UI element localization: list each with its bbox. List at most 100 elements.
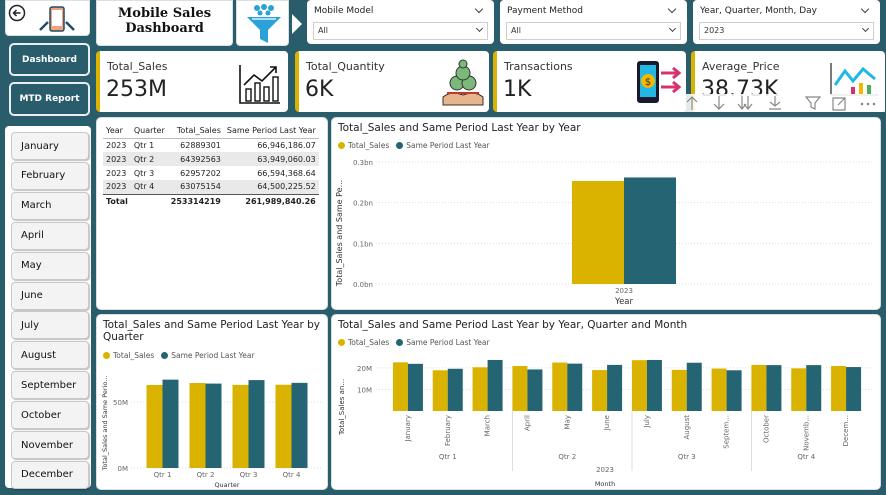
bar-same-period-last-year[interactable] (248, 380, 265, 468)
chevron-down-icon[interactable] (860, 4, 870, 14)
y-axis-label: Total_Sales and Same Pe... (335, 180, 344, 287)
bar-total-sales[interactable] (592, 370, 608, 411)
quarter-group-label: Qtr 4 (797, 453, 815, 461)
month-button-july[interactable]: July (11, 311, 89, 340)
chevron-down-icon[interactable] (474, 4, 484, 14)
more-options-icon[interactable] (860, 102, 876, 106)
bar-same-period-last-year[interactable] (646, 359, 662, 411)
table-total-cell: 261,989,840.26 (245, 196, 316, 206)
legend-dot-same-period (161, 352, 169, 359)
y-axis-label: Total_Sales an... (338, 379, 346, 436)
bar-total-sales[interactable] (552, 362, 568, 411)
back-arrow-icon[interactable] (8, 4, 26, 22)
x-axis-label: Quarter (214, 481, 239, 489)
date-hierarchy-dropdown[interactable]: 2023 (699, 22, 874, 40)
drill-down-icon[interactable] (713, 96, 725, 110)
bar-same-period-last-year[interactable] (527, 369, 543, 411)
quarter-bar-chart: 0M 50M Total_Sales and Same Perio... Qtr 1 Q… (101, 376, 323, 489)
month-button-march[interactable]: March (11, 191, 89, 220)
bar-same-period-last-year[interactable] (487, 359, 503, 411)
bar-total-sales[interactable] (631, 360, 647, 411)
x-axis-label: Year (614, 297, 634, 307)
x-tick-label: 2023 (615, 287, 633, 295)
phone-payment-icon: $ (637, 61, 682, 103)
bar-total-sales[interactable] (432, 370, 448, 411)
bar-total-sales[interactable] (472, 367, 488, 411)
bar-same-period-last-year[interactable] (567, 363, 583, 411)
bar-total-sales[interactable] (572, 180, 624, 284)
mtd-report-nav-button[interactable]: MTD Report (9, 82, 90, 116)
column-header[interactable]: Quarter (133, 126, 165, 136)
dashboard-nav-button[interactable]: Dashboard (9, 43, 90, 76)
legend-dot-same-period (396, 339, 404, 346)
table-cell: 66,594,368.64 (257, 168, 316, 178)
mobile-model-slicer[interactable]: Mobile Model All (307, 0, 494, 44)
bar-same-period-last-year[interactable] (766, 365, 782, 411)
expand-next-level-icon[interactable] (769, 96, 781, 110)
column-header[interactable]: Total_Sales (176, 126, 221, 136)
focus-mode-icon[interactable] (832, 97, 846, 111)
month-button-october[interactable]: October (11, 401, 89, 430)
table-total-cell (131, 194, 168, 208)
bar-same-period-last-year[interactable] (607, 364, 623, 411)
month-button-november[interactable]: November (11, 431, 89, 459)
bar-same-period-last-year[interactable] (806, 365, 822, 411)
bar-same-period-last-year[interactable] (726, 370, 742, 411)
quarter-table-card: Year Quarter Total_Sales Same Period Last Y… (96, 117, 328, 310)
column-header[interactable]: Year (106, 126, 123, 136)
bar-same-period-last-year[interactable] (846, 367, 862, 411)
arrow-right-icon (292, 14, 302, 34)
bar-total-sales[interactable] (146, 384, 163, 468)
month-button-january[interactable]: January (11, 132, 89, 160)
bar-total-sales[interactable] (671, 369, 687, 411)
month-button-september[interactable]: September (11, 371, 89, 400)
x-tick-label: October (762, 415, 770, 443)
bar-same-period-last-year[interactable] (291, 382, 308, 468)
bar-total-sales[interactable] (275, 384, 292, 468)
table-row[interactable]: 2023 Qtr 4 63075154 64,500,225.52 (103, 180, 319, 194)
y-tick-label: 50M (113, 399, 128, 407)
bar-total-sales[interactable] (392, 362, 408, 411)
column-header[interactable]: Same Period Last Year (226, 126, 316, 136)
table-row[interactable]: 2023 Qtr 2 64392563 63,949,060.03 (103, 152, 319, 166)
expand-all-down-icon[interactable] (737, 96, 753, 110)
table-total-cell: Total (106, 196, 128, 206)
filter-icon[interactable] (804, 96, 822, 110)
payment-method-dropdown[interactable]: All (506, 22, 681, 40)
bar-same-period-last-year[interactable] (447, 368, 463, 411)
table-row[interactable]: 2023 Qtr 1 62889301 66,946,186.07 (103, 138, 319, 152)
y-axis-label: Total_Sales and Same Perio... (101, 376, 109, 472)
payment-method-slicer[interactable]: Payment Method All (500, 0, 687, 44)
month-button-april[interactable]: April (11, 221, 89, 250)
chart-legend: Total_Sales Same Period Last Year (103, 351, 255, 360)
chevron-down-icon[interactable] (667, 4, 677, 14)
bar-same-period-last-year[interactable] (407, 363, 423, 411)
drill-up-icon[interactable] (686, 96, 698, 110)
date-hierarchy-slicer[interactable]: Year, Quarter, Month, Day 2023 (693, 0, 880, 44)
bar-total-sales[interactable] (232, 384, 249, 468)
bar-total-sales[interactable] (751, 364, 767, 411)
table-cell: Qtr 2 (133, 154, 155, 164)
bar-same-period-last-year[interactable] (162, 379, 179, 468)
bar-total-sales[interactable] (189, 383, 206, 468)
month-bar-chart: 10M 20M Total_Sales an... January February Ma… (338, 359, 874, 488)
month-button-december[interactable]: December (11, 460, 89, 489)
month-button-may[interactable]: May (11, 251, 89, 280)
bar-total-sales[interactable] (791, 368, 807, 411)
month-button-august[interactable]: August (11, 341, 89, 370)
y-tick-label: 0.3bn (353, 159, 373, 167)
legend-dot-total-sales (338, 142, 345, 149)
month-button-february[interactable]: February (11, 161, 89, 190)
bar-same-period-last-year[interactable] (624, 177, 676, 284)
bar-total-sales[interactable] (512, 365, 528, 411)
table-row[interactable]: 2023 Qtr 3 62957202 66,594,368.64 (103, 166, 319, 180)
filter-funnel-icon[interactable] (243, 3, 285, 45)
mobile-model-dropdown[interactable]: All (313, 22, 488, 40)
bar-total-sales[interactable] (831, 365, 847, 411)
bar-same-period-last-year[interactable] (686, 362, 702, 411)
x-tick-label: April (523, 415, 531, 431)
bar-total-sales[interactable] (711, 368, 727, 411)
month-button-june[interactable]: June (11, 281, 89, 310)
bar-same-period-last-year[interactable] (205, 383, 222, 468)
table-cell: 2023 (106, 168, 127, 178)
